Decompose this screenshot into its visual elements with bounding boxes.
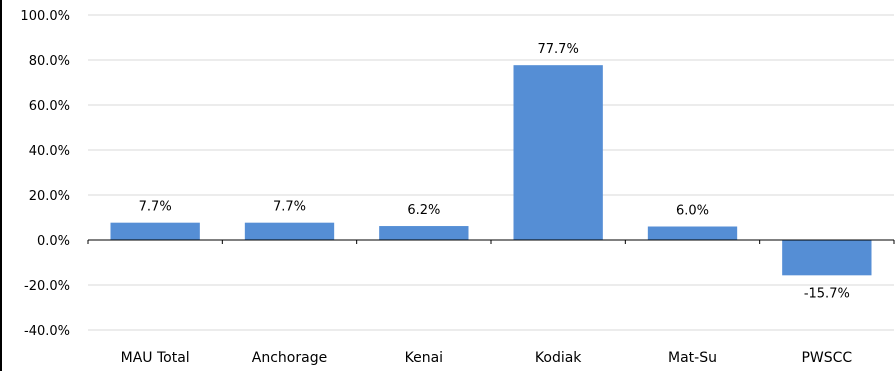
category-label: Kodiak xyxy=(535,350,582,366)
data-label: 7.7% xyxy=(139,200,172,215)
data-label: -15.7% xyxy=(804,286,850,301)
y-tick-label: 40.0% xyxy=(29,144,70,159)
data-label: 77.7% xyxy=(538,42,579,57)
y-tick-label: 60.0% xyxy=(29,99,70,114)
data-label: 7.7% xyxy=(273,200,306,215)
bar-kodiak xyxy=(513,65,603,240)
category-labels: MAU Total Anchorage Kenai Kodiak Mat-Su PWSCC xyxy=(121,350,853,366)
bar-pwscc xyxy=(782,240,872,276)
y-axis-ticks: -40.0% -20.0% 0.0% 20.0% 40.0% 60.0% 80.0% 100.… xyxy=(20,9,70,339)
category-label: Mat-Su xyxy=(668,350,717,366)
y-tick-label: 0.0% xyxy=(37,234,70,249)
bar-kenai xyxy=(379,226,469,240)
data-label: 6.0% xyxy=(676,204,709,219)
category-label: PWSCC xyxy=(801,350,852,366)
category-label: MAU Total xyxy=(121,350,190,366)
x-axis xyxy=(87,239,895,244)
bars xyxy=(110,65,872,276)
data-label: 6.2% xyxy=(407,203,440,218)
y-tick-label: -20.0% xyxy=(24,279,70,294)
y-tick-label: 80.0% xyxy=(29,54,70,69)
bar-anchorage xyxy=(244,222,335,240)
y-tick-label: 20.0% xyxy=(29,189,70,204)
data-labels: 7.7% 7.7% 6.2% 77.7% 6.0% -15.7% xyxy=(139,42,850,301)
category-label: Anchorage xyxy=(252,350,327,366)
y-tick-label: -40.0% xyxy=(24,324,70,339)
bar-mat-su xyxy=(647,226,738,240)
y-tick-label: 100.0% xyxy=(20,9,70,24)
gridlines xyxy=(88,14,894,331)
category-label: Kenai xyxy=(405,350,443,366)
bar-mau-total xyxy=(110,222,200,240)
